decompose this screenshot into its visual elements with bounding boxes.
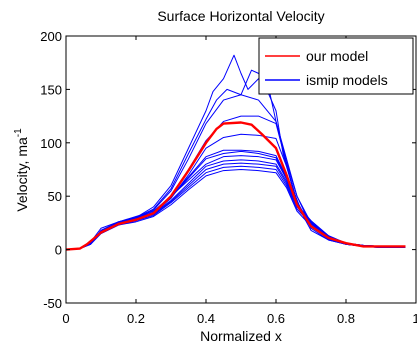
legend-box <box>258 37 414 95</box>
x-tick-label: 0.6 <box>267 311 285 326</box>
y-tick-label: -50 <box>43 296 62 311</box>
y-axis: -50 0 50 100 150 200 <box>40 29 416 311</box>
x-tick-label: 0 <box>62 311 69 326</box>
y-tick-label: 50 <box>48 189 62 204</box>
series-line-our-model <box>65 121 406 251</box>
chart-title: Surface Horizontal Velocity <box>157 8 324 24</box>
y-tick-label: 100 <box>40 136 62 151</box>
y-tick-label: 200 <box>40 29 62 44</box>
x-tick-label: 0.8 <box>337 311 355 326</box>
x-tick-label: 1 <box>412 311 417 326</box>
legend-label-ismip-models: ismip models <box>306 72 388 88</box>
x-tick-label: 0.4 <box>197 311 215 326</box>
y-axis-label: Velocity, ma-1 <box>13 128 30 212</box>
x-axis-label: Normalized x <box>200 328 282 344</box>
plot-frame <box>65 35 417 304</box>
y-axis-label-text: Velocity, ma <box>14 137 30 212</box>
x-axis: 0 0.2 0.4 0.6 0.8 1 <box>62 36 417 326</box>
series-layer <box>65 54 406 251</box>
legend: our model ismip models <box>258 37 414 95</box>
y-axis-label-superscript: -1 <box>13 128 24 137</box>
x-tick-label: 0.2 <box>127 311 145 326</box>
y-tick-label: 150 <box>40 82 62 97</box>
legend-label-our-model: our model <box>306 48 368 64</box>
y-tick-label: 0 <box>55 243 62 258</box>
